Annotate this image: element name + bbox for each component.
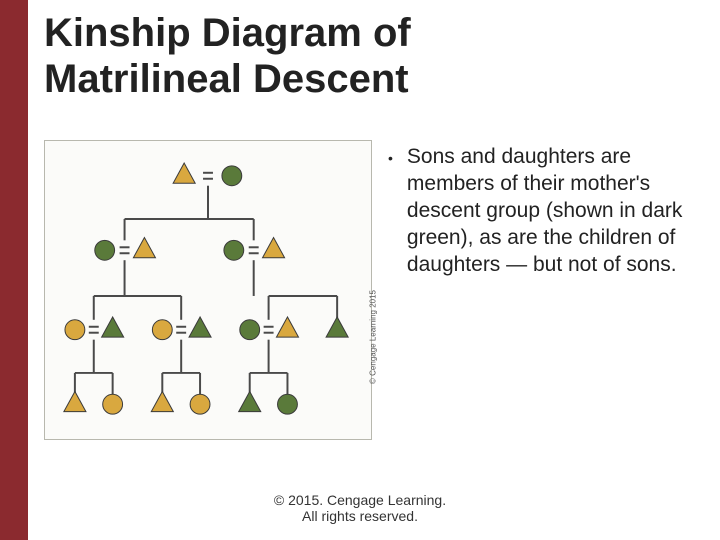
footer-line-2: All rights reserved. (0, 508, 720, 524)
content-row: © Cengage Learning 2015 • Sons and daugh… (44, 140, 700, 440)
kinship-diagram: © Cengage Learning 2015 (44, 140, 372, 440)
title-line-2: Matrilineal Descent (44, 56, 411, 102)
footer-line-1: © 2015. Cengage Learning. (0, 492, 720, 508)
bullet-text: Sons and daughters are members of their … (407, 144, 700, 278)
title-line-1: Kinship Diagram of (44, 10, 411, 56)
body-text-block: • Sons and daughters are members of thei… (388, 140, 700, 440)
kinship-svg (45, 141, 371, 439)
bullet-dot-icon: • (388, 144, 393, 278)
bullet-item: • Sons and daughters are members of thei… (388, 144, 700, 278)
page-title: Kinship Diagram of Matrilineal Descent (44, 10, 411, 102)
side-copyright: © Cengage Learning 2015 (369, 290, 378, 384)
footer-copyright: © 2015. Cengage Learning. All rights res… (0, 492, 720, 524)
accent-bar (0, 0, 28, 540)
